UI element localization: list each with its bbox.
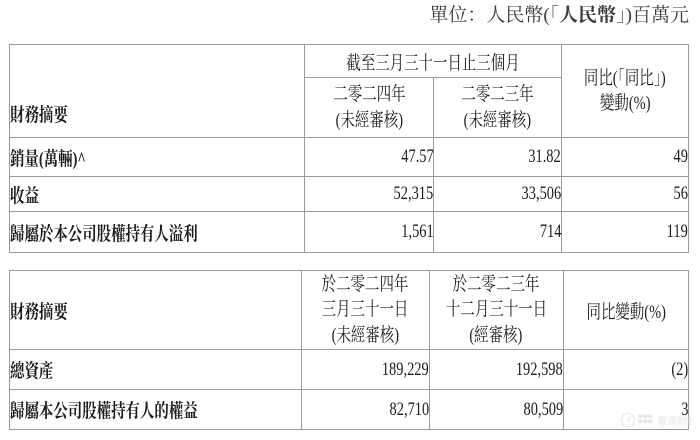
- svg-text:雷達財經: 雷達財經: [657, 415, 692, 428]
